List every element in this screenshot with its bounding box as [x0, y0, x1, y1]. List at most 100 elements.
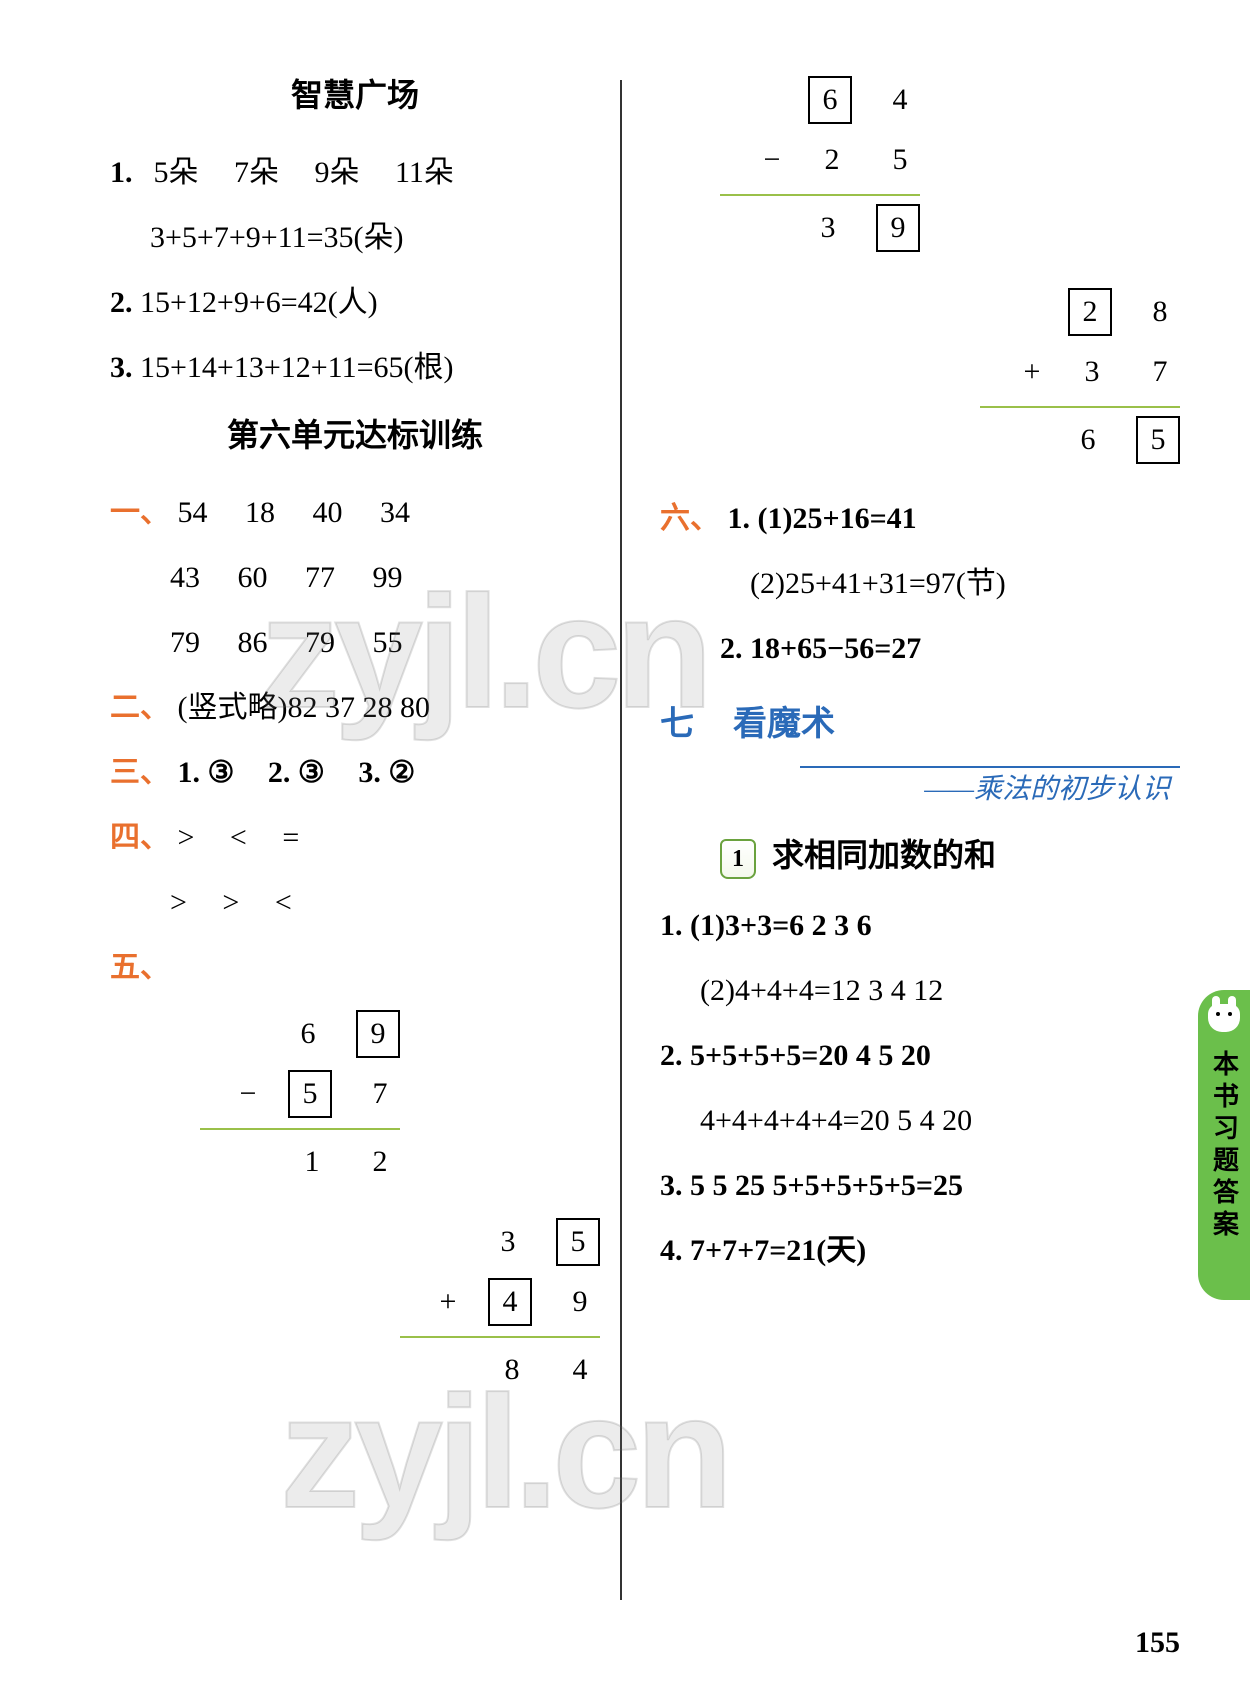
n: 86	[238, 626, 268, 659]
d: 4	[560, 1353, 600, 1387]
d: 3	[808, 211, 848, 245]
n: 79	[305, 626, 335, 659]
op-minus: −	[760, 143, 784, 177]
column-divider	[620, 80, 622, 1600]
op-minus: −	[236, 1077, 260, 1111]
sec4-label: 四、	[110, 821, 170, 854]
q1-item: 9朵	[315, 156, 360, 189]
q3-eq: 15+14+13+12+11=65(根)	[140, 351, 453, 384]
op-plus: +	[436, 1285, 460, 1319]
sec4-line1: 四、 > < =	[110, 809, 600, 866]
n: 43	[170, 561, 200, 594]
ans-line: 3. 5 5 25 5+5+5+5+5=25	[660, 1157, 1180, 1214]
d: 2	[360, 1145, 400, 1179]
left-title-b: 第六单元达标训练	[110, 410, 600, 456]
boxed-digit: 5	[1136, 416, 1180, 464]
sec3-line: 三、 1. ③ 2. ③ 3. ②	[110, 744, 600, 801]
boxed-digit: 5	[556, 1218, 600, 1266]
ans-line: 4. 7+7+7=21(天)	[660, 1222, 1180, 1279]
boxed-digit: 9	[876, 204, 920, 252]
sec1-line1: 一、 54 18 40 34	[110, 484, 600, 541]
chapter-label: 七	[660, 706, 694, 743]
d: 6	[288, 1017, 328, 1051]
sec1-label: 一、	[110, 496, 170, 529]
n: 77	[305, 561, 335, 594]
sec5-line: 五、	[110, 939, 600, 996]
side-tab: 本书习题答案	[1198, 990, 1250, 1300]
sec3-item: 3. ②	[358, 756, 415, 789]
ans-line: (2)4+4+4=12 3 4 12	[660, 962, 1180, 1019]
ans-line: 4+4+4+4+4=20 5 4 20	[660, 1092, 1180, 1149]
n: 60	[238, 561, 268, 594]
q1-item: 11朵	[395, 156, 454, 189]
sec6-q2-text: 2. 18+65−56=27	[720, 632, 921, 665]
sec2-line: 二、 (竖式略)82 37 28 80	[110, 679, 600, 736]
sec1-line3: 79 86 79 55	[110, 614, 600, 671]
sec1-line2: 43 60 77 99	[110, 549, 600, 606]
sec6-q2: 2. 18+65−56=27	[660, 620, 1180, 677]
rule-line	[720, 194, 920, 196]
d: 2	[812, 143, 852, 177]
n: 99	[373, 561, 403, 594]
chapter-subtitle: ——乘法的初步认识	[800, 766, 1180, 813]
ans-line: 2. 5+5+5+5=20 4 5 20	[660, 1027, 1180, 1084]
page: 智慧广场 1. 5朵 7朵 9朵 11朵 3+5+7+9+11=35(朵) 2.…	[0, 0, 1250, 1690]
n: 54	[178, 496, 208, 529]
sec5-label: 五、	[110, 951, 170, 984]
d: 5	[880, 143, 920, 177]
sec2-label: 二、	[110, 691, 170, 724]
sec4-row: > < =	[178, 821, 314, 854]
sec3-label: 三、	[110, 756, 170, 789]
q3-label: 3.	[110, 351, 133, 384]
q1-line1: 1. 5朵 7朵 9朵 11朵	[110, 144, 600, 201]
d: 8	[492, 1353, 532, 1387]
d: 3	[488, 1225, 528, 1259]
n: 40	[313, 496, 343, 529]
sec6-text: 1. (1)25+16=41	[728, 502, 917, 535]
section-head: 1 求相同加数的和	[720, 830, 1180, 879]
op-plus: +	[1020, 355, 1044, 389]
sec6-q1a: 六、 1. (1)25+16=41	[660, 490, 1180, 547]
sec6-label: 六、	[660, 502, 720, 535]
n: 79	[170, 626, 200, 659]
vertical-problem: 69 −57 12	[200, 1004, 400, 1192]
q2-eq: 15+12+9+6=42(人)	[140, 286, 378, 319]
boxed-digit: 2	[1068, 288, 1112, 336]
q1-label: 1.	[110, 156, 133, 189]
boxed-digit: 6	[808, 76, 852, 124]
vertical-problem: 35 +49 84	[200, 1212, 600, 1400]
boxed-digit: 4	[488, 1278, 532, 1326]
q1-eq: 3+5+7+9+11=35(朵)	[110, 209, 600, 266]
sec6-q1b: (2)25+41+31=97(节)	[660, 555, 1180, 612]
sec2-text: (竖式略)82 37 28 80	[178, 691, 430, 724]
sec3-item: 2. ③	[268, 756, 325, 789]
n: 18	[245, 496, 275, 529]
rule-line	[200, 1128, 400, 1130]
sec4-line2: > > <	[110, 874, 600, 931]
d: 1	[292, 1145, 332, 1179]
d: 3	[1072, 355, 1112, 389]
d: 7	[360, 1077, 400, 1111]
vertical-problem: 64 −25 39	[720, 70, 920, 258]
chapter-line: 七 看魔术	[660, 693, 1180, 758]
boxed-digit: 5	[288, 1070, 332, 1118]
ans-line: 1. (1)3+3=6 2 3 6	[660, 897, 1180, 954]
q1-item: 7朵	[234, 156, 279, 189]
q2-label: 2.	[110, 286, 133, 319]
q3-line: 3. 15+14+13+12+11=65(根)	[110, 339, 600, 396]
side-tab-label: 本书习题答案	[1206, 1050, 1243, 1242]
d: 7	[1140, 355, 1180, 389]
vertical-problem: 28 +37 65	[720, 282, 1180, 470]
page-number: 155	[1135, 1626, 1180, 1660]
d: 4	[880, 83, 920, 117]
section-title: 求相同加数的和	[772, 837, 996, 873]
n: 55	[373, 626, 403, 659]
n: 34	[380, 496, 410, 529]
section-badge-icon: 1	[720, 839, 756, 879]
d: 9	[560, 1285, 600, 1319]
sec3-item: 1. ③	[178, 756, 235, 789]
left-title-a: 智慧广场	[110, 70, 600, 116]
rule-line	[980, 406, 1180, 408]
q2-line: 2. 15+12+9+6=42(人)	[110, 274, 600, 331]
d: 6	[1068, 423, 1108, 457]
